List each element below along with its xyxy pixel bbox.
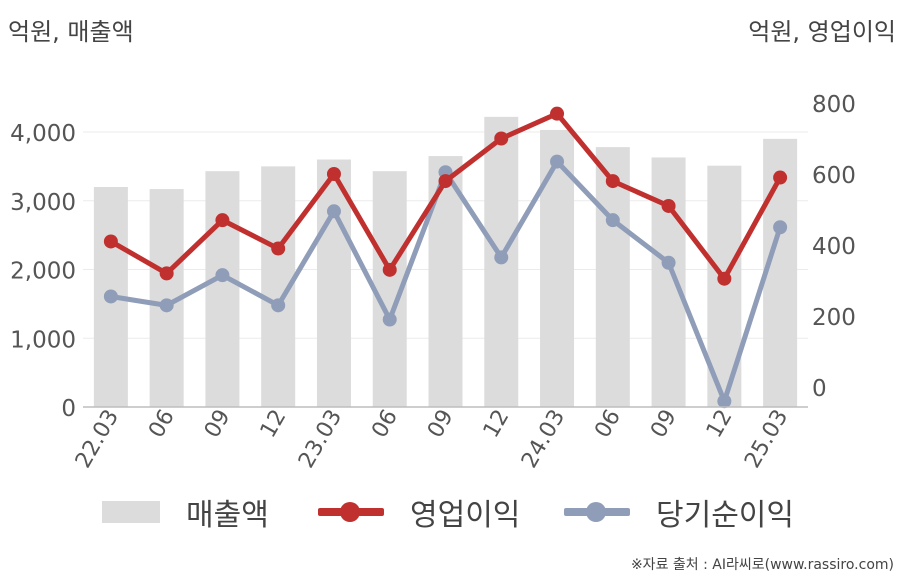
legend-swatch-net-income	[564, 502, 630, 522]
point-net-income	[382, 312, 397, 327]
point-operating-profit	[550, 106, 565, 121]
x-tick-label: 06	[144, 406, 180, 443]
x-tick-label: 24.03	[517, 406, 570, 473]
point-operating-profit	[326, 167, 341, 181]
x-tick-label: 12	[702, 406, 738, 443]
left-tick-label: 1,000	[10, 327, 76, 353]
bar-revenue	[595, 147, 630, 407]
legend-swatch-revenue	[102, 501, 160, 523]
point-net-income	[494, 250, 509, 265]
x-tick-label: 09	[423, 406, 459, 443]
left-axis-unit: 억원, 매출액	[8, 18, 134, 46]
point-net-income	[215, 268, 230, 283]
point-net-income	[271, 298, 286, 313]
right-tick-label: 800	[812, 92, 856, 118]
legend-item-operating-profit: 영업이익	[318, 490, 520, 534]
bar-revenue	[651, 157, 686, 407]
point-operating-profit	[605, 174, 620, 189]
point-operating-profit	[215, 213, 230, 228]
x-tick-label: 09	[646, 406, 682, 443]
legend-label-revenue: 매출액	[186, 498, 269, 533]
point-operating-profit	[159, 266, 174, 281]
bar-revenue	[316, 159, 351, 407]
x-tick-label: 23.03	[294, 406, 347, 473]
legend-item-net-income: 당기순이익	[564, 490, 794, 534]
x-tick-label: 25.03	[740, 406, 793, 473]
point-operating-profit	[494, 131, 509, 146]
source-note: ※자료 출처 : AI라씨로(www.rassiro.com)	[630, 557, 894, 573]
x-tick-label: 06	[367, 406, 403, 443]
x-tick-label: 09	[200, 406, 236, 443]
point-operating-profit	[271, 241, 286, 256]
point-net-income	[773, 220, 788, 235]
point-operating-profit	[773, 170, 788, 185]
x-tick-label: 22.03	[71, 406, 124, 473]
right-axis-unit: 억원, 영업이익	[748, 18, 896, 46]
point-net-income	[661, 255, 676, 270]
x-tick-label: 06	[590, 406, 626, 443]
bar-revenue	[205, 171, 240, 407]
right-tick-label: 400	[812, 234, 856, 260]
legend-item-revenue: 매출액	[102, 490, 269, 534]
x-tick-label: 12	[256, 406, 292, 443]
left-tick-label: 3,000	[10, 190, 76, 216]
point-net-income	[550, 154, 565, 169]
left-tick-label: 0	[61, 396, 76, 422]
left-tick-label: 2,000	[10, 259, 76, 285]
right-tick-label: 600	[812, 163, 856, 189]
right-tick-label: 0	[812, 376, 827, 402]
point-net-income	[717, 394, 732, 409]
combo-chart: 0 1,000 2,000 3,000 4,000 0 200 400 600 800 22.03 0…	[10, 92, 856, 473]
point-operating-profit	[103, 234, 118, 249]
point-net-income	[605, 213, 620, 228]
point-operating-profit	[438, 174, 453, 189]
point-operating-profit	[717, 271, 732, 286]
legend-label-net-income: 당기순이익	[656, 498, 794, 533]
x-tick-label: 12	[479, 406, 515, 443]
point-operating-profit	[382, 262, 397, 277]
legend-label-operating-profit: 영업이익	[410, 498, 521, 533]
point-operating-profit	[661, 198, 676, 213]
left-tick-label: 4,000	[10, 121, 76, 147]
legend-swatch-operating-profit	[318, 502, 384, 522]
point-net-income	[103, 289, 118, 304]
chart-legend: 매출액 영업이익 당기순이익	[0, 490, 908, 540]
right-tick-label: 200	[812, 305, 856, 331]
point-net-income	[159, 298, 174, 313]
point-net-income	[326, 204, 341, 219]
